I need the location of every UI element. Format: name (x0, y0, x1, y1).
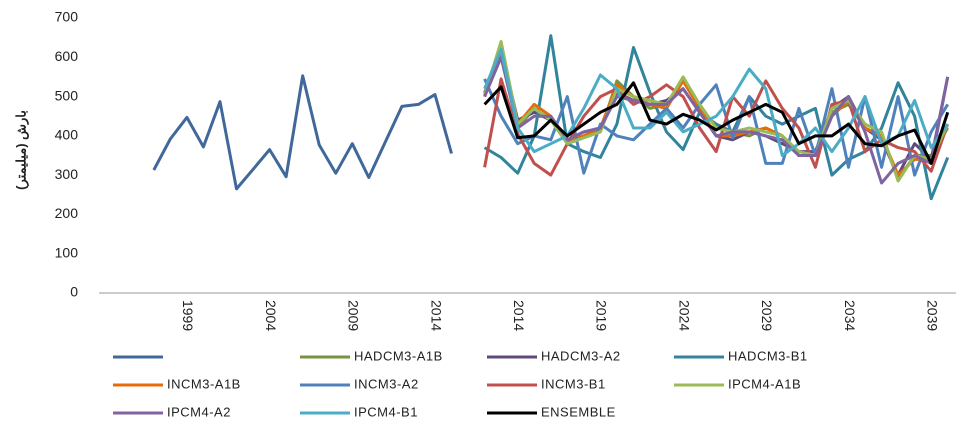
y-tick-label: 100 (55, 244, 79, 260)
x-tick-label: 1999 (180, 300, 196, 331)
x-tick-label: 2014 (511, 300, 527, 331)
x-tick-label: 2004 (263, 300, 279, 331)
legend-label: IPCM4-A2 (167, 404, 231, 419)
x-tick-label: 2024 (676, 300, 692, 331)
x-tick-label: 2034 (842, 300, 858, 331)
legend-label: HADCM3-A1B (354, 348, 443, 363)
y-tick-label: 600 (55, 48, 79, 64)
legend-label: IPCM4-B1 (354, 404, 418, 419)
y-tick-label: 200 (55, 205, 79, 221)
x-tick-label: 2019 (594, 300, 610, 331)
legend-label: HADCM3-B1 (728, 348, 808, 363)
y-tick-label: 300 (55, 166, 79, 182)
y-tick-label: 0 (70, 284, 78, 300)
legend-label: INCM3-B1 (541, 376, 606, 391)
legend-label: ENSEMBLE (541, 404, 616, 419)
x-tick-label: 2039 (924, 300, 940, 331)
y-axis-title: بارش (میلیمتر) (13, 110, 29, 190)
series-line (152, 74, 453, 191)
x-tick-label: 2014 (428, 300, 444, 331)
series-line (483, 40, 950, 183)
x-tick-label: 2029 (759, 300, 775, 331)
series-line (483, 78, 949, 177)
series-line (483, 81, 950, 165)
series-line (483, 47, 949, 157)
x-tick-label: 2009 (346, 300, 362, 331)
y-tick-label: 700 (55, 9, 79, 25)
y-tick-label: 400 (55, 127, 79, 143)
legend-label: HADCM3-A2 (541, 348, 621, 363)
y-tick-label: 500 (55, 87, 79, 103)
legend-label: INCM3-A1B (167, 376, 241, 391)
legend-label: IPCM4-A1B (728, 376, 801, 391)
legend-label: INCM3-A2 (354, 376, 419, 391)
